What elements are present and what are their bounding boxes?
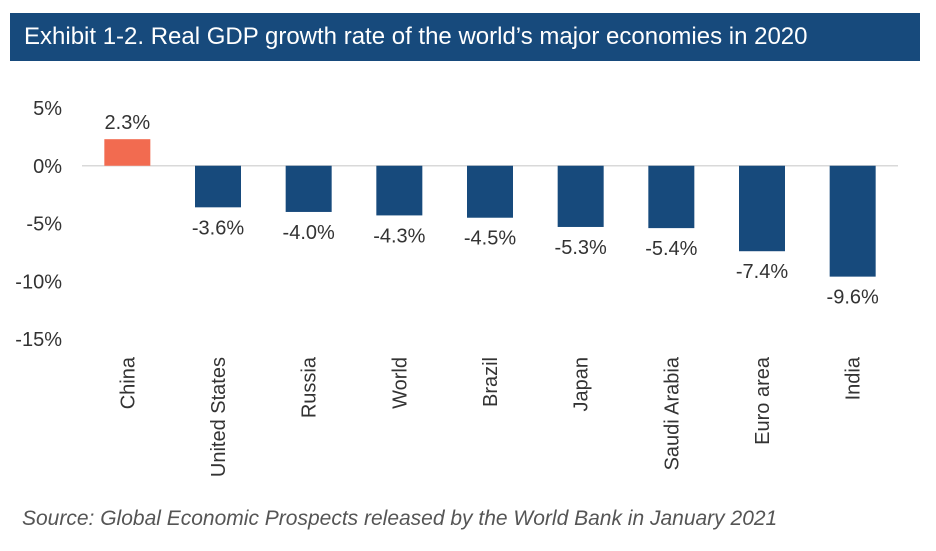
x-category-label: India [843,356,865,400]
y-tick-label: -15% [15,329,62,351]
x-category-label: Brazil [480,357,502,407]
bar-chart: 5% 0% -5% -10% -15% 2.3% China -3.6% United Stat… [15,98,898,477]
y-tick-label: 0% [33,156,62,178]
chart-title: Exhibit 1-2. Real GDP growth rate of the… [10,13,920,61]
x-category-label: Euro area [752,356,774,445]
bar-japan [557,165,604,227]
bar-india [829,165,876,277]
x-category-label: Japan [571,357,593,412]
data-label: -7.4% [736,261,788,283]
data-label: 2.3% [105,112,151,134]
bar-united-states [195,165,241,208]
source-note: Source: Global Economic Prospects releas… [22,507,778,530]
bar-euro-area [739,165,785,252]
y-tick-label: 5% [33,98,62,120]
data-label: -9.6% [827,287,879,309]
bar-brazil [467,165,513,218]
x-category-label: World [389,357,411,409]
data-label: -5.3% [555,237,607,259]
bar-world [376,165,423,216]
data-label: -4.3% [373,225,425,247]
data-label: -3.6% [192,217,244,239]
y-tick-label: -5% [26,214,62,236]
x-category-label: United States [208,357,230,477]
bar-china [104,139,151,166]
bar-russia [285,165,332,212]
y-tick-label: -10% [15,271,62,293]
data-label: -5.4% [645,238,697,260]
data-label: -4.0% [283,222,335,244]
bar-saudi-arabia [648,165,695,229]
x-category-label: Russia [299,356,321,418]
x-category-label: China [117,356,139,409]
x-category-label: Saudi Arabia [661,356,683,470]
data-label: -4.5% [464,228,516,250]
